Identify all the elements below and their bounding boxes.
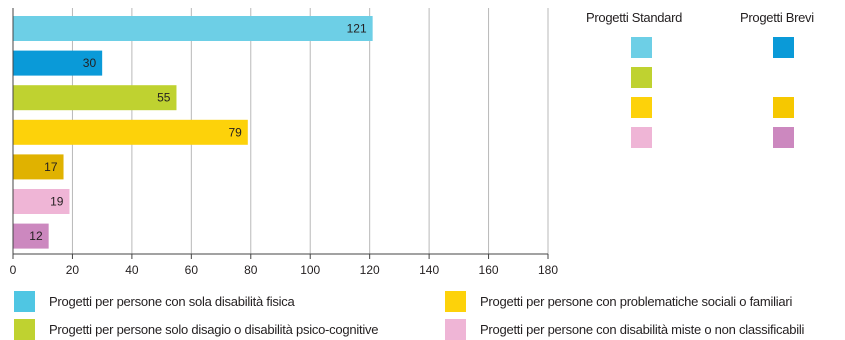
key-swatch-standard [631, 37, 652, 58]
legend-item: Progetti per persone solo disagio o disa… [14, 318, 378, 340]
legend-swatch [445, 318, 466, 340]
bar-value-label: 12 [29, 229, 43, 243]
bar-value-label: 79 [228, 125, 242, 139]
series-key: Progetti Standard Progetti Brevi [578, 10, 838, 160]
key-title-standard: Progetti Standard [586, 10, 683, 25]
legend-swatch [14, 318, 35, 340]
key-swatch-brevi [773, 97, 794, 118]
legend-item: Progetti per persone con problematiche s… [445, 290, 792, 312]
x-tick-label: 180 [538, 263, 558, 277]
x-tick-label: 160 [479, 263, 499, 277]
bar [13, 85, 177, 111]
key-swatch-standard [631, 67, 652, 88]
category-legend: Progetti per persone con sola disabilità… [0, 288, 845, 340]
key-swatch-brevi [773, 127, 794, 148]
bar [13, 189, 70, 214]
legend-label: Progetti per persone con sola disabilità… [49, 293, 295, 309]
x-tick-label: 0 [10, 263, 17, 277]
x-axis: 0 20 40 60 80 100 120 140 160 180 [10, 8, 558, 277]
bar [13, 154, 64, 180]
legend-item: Progetti per persone con sola disabilità… [14, 290, 295, 312]
key-title-brevi: Progetti Brevi [740, 10, 814, 25]
bar-value-label: 55 [157, 91, 171, 105]
legend-label: Progetti per persone solo disagio o disa… [49, 321, 379, 337]
bar [13, 50, 103, 76]
legend-label: Progetti per persone con disabilità mist… [480, 321, 805, 337]
bar-value-label: 19 [50, 195, 64, 209]
key-swatch-brevi [773, 37, 794, 58]
x-tick-label: 80 [244, 263, 258, 277]
key-swatch-standard [631, 127, 652, 148]
x-tick-label: 60 [185, 263, 199, 277]
bar-value-label: 17 [44, 160, 58, 174]
x-tick-label: 40 [125, 263, 139, 277]
bar [13, 119, 248, 145]
legend-swatch [14, 290, 35, 312]
x-tick-label: 120 [360, 263, 380, 277]
bar-chart: 121 30 55 79 17 19 12 0 20 40 60 80 100 120 140 160 180 [10, 8, 558, 277]
legend-swatch [445, 290, 466, 312]
x-tick-label: 100 [300, 263, 320, 277]
legend-label: Progetti per persone con problematiche s… [480, 293, 793, 309]
key-swatch-standard [631, 97, 652, 118]
bar-layer: 121 30 55 79 17 19 12 [13, 16, 373, 249]
x-tick-label: 20 [66, 263, 80, 277]
bar-value-label: 121 [347, 22, 367, 36]
legend-item: Progetti per persone con disabilità mist… [445, 318, 804, 340]
bar [13, 223, 49, 249]
bar [13, 16, 373, 41]
grid-layer [71, 8, 549, 254]
x-tick-label: 140 [419, 263, 439, 277]
bar-value-label: 30 [83, 56, 97, 70]
